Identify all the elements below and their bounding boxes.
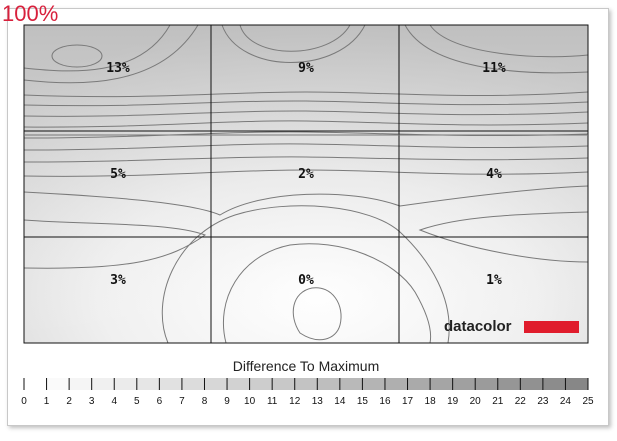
contour-line xyxy=(51,44,103,68)
legend-swatch xyxy=(497,378,521,390)
legend-tick-label: 12 xyxy=(289,396,301,407)
legend-tick-label: 17 xyxy=(402,396,414,407)
contour-line xyxy=(23,24,171,72)
contour-line xyxy=(23,91,589,98)
heatmap-grid xyxy=(23,24,589,344)
legend-swatch xyxy=(565,378,588,390)
legend-tick-label: 13 xyxy=(312,396,324,407)
cell-value-label: 3% xyxy=(110,273,126,288)
contour-line xyxy=(404,24,589,74)
legend-tick-label: 4 xyxy=(111,396,117,407)
cell-value-label: 11% xyxy=(482,61,506,76)
legend-tick-label: 22 xyxy=(515,396,527,407)
legend-tick-label: 24 xyxy=(560,396,572,407)
legend-swatch xyxy=(430,378,453,390)
contour-line xyxy=(161,205,450,344)
grid-border xyxy=(23,24,589,344)
legend-tick-label: 18 xyxy=(425,396,437,407)
legend-tick-label: 21 xyxy=(492,396,504,407)
legend-tick-label: 6 xyxy=(157,396,163,407)
contour-line xyxy=(23,143,589,151)
legend-swatch xyxy=(249,378,273,390)
contour-line xyxy=(239,24,351,52)
zoom-level-label: 100% xyxy=(2,1,59,26)
brand-bar xyxy=(524,321,579,333)
legend-tick-label: 11 xyxy=(267,396,278,407)
legend-swatch xyxy=(46,378,70,390)
legend-swatch xyxy=(294,378,318,390)
legend-swatch xyxy=(204,378,228,390)
legend-tick-label: 2 xyxy=(66,396,72,407)
cell-value-label: 2% xyxy=(298,167,314,182)
legend-swatch xyxy=(159,378,182,390)
legend-tick-label: 10 xyxy=(244,396,256,407)
legend-swatch xyxy=(475,378,498,390)
contour-line xyxy=(23,185,589,216)
contour-line xyxy=(418,211,589,263)
legend-swatch xyxy=(384,378,408,390)
legend-title: Difference To Maximum xyxy=(233,358,380,374)
legend-tick-label: 5 xyxy=(134,396,140,407)
legend-swatch xyxy=(181,378,205,390)
cell-value-label: 5% xyxy=(110,167,126,182)
contour-line xyxy=(221,24,366,63)
legend-swatch xyxy=(136,378,160,390)
legend-tick-label: 1 xyxy=(44,396,50,407)
legend-tick-label: 25 xyxy=(582,396,594,407)
legend-tick-label: 8 xyxy=(202,396,208,407)
datacolor-logo: datacolor xyxy=(444,318,579,335)
legend-tick-label: 3 xyxy=(89,396,95,407)
contour-line xyxy=(23,120,589,128)
legend-tick-label: 16 xyxy=(379,396,391,407)
legend-tick-label: 15 xyxy=(357,396,369,407)
legend-swatch xyxy=(407,378,431,390)
legend-swatch xyxy=(69,378,92,390)
legend-swatch xyxy=(452,378,476,390)
cell-value-labels: 13% 9% 11% 5% 2% 4% 3% 0% 1% xyxy=(106,61,506,288)
contour-line xyxy=(23,156,589,163)
legend-tick-label: 14 xyxy=(334,396,346,407)
legend-scale: 0 1 2 3 4 5 6 7 8 9 10 11 12 13 14 15 16 17 18 19 20 21 22 23 24… xyxy=(21,378,594,407)
contour-line xyxy=(23,24,199,84)
legend-tick-label: 23 xyxy=(537,396,549,407)
cell-value-label: 13% xyxy=(106,61,130,76)
contour-lines xyxy=(23,24,589,344)
contour-line xyxy=(23,169,589,177)
cell-value-label: 0% xyxy=(298,273,314,288)
contour-line xyxy=(292,287,342,341)
legend-swatch xyxy=(317,378,340,390)
cell-value-label: 9% xyxy=(298,61,314,76)
legend-swatch xyxy=(227,378,250,390)
brand-text: datacolor xyxy=(444,318,512,335)
legend-tick-label: 0 xyxy=(21,396,27,407)
legend-swatch xyxy=(339,378,363,390)
legend-tick-label: 20 xyxy=(470,396,482,407)
legend-tick-label: 19 xyxy=(447,396,459,407)
legend-swatch xyxy=(542,378,566,390)
cell-value-label: 1% xyxy=(486,273,502,288)
legend-swatch xyxy=(91,378,115,390)
legend-tick-label: 9 xyxy=(224,396,230,407)
contour-line xyxy=(23,110,589,117)
legend-swatch xyxy=(114,378,137,390)
legend-swatch xyxy=(520,378,543,390)
contour-line xyxy=(23,100,589,107)
legend-swatch xyxy=(362,378,385,390)
contour-line xyxy=(23,219,207,269)
contour-line xyxy=(222,243,432,344)
contour-line xyxy=(429,24,589,58)
heatmap-plot: 13% 9% 11% 5% 2% 4% 3% 0% 1% datacolor xyxy=(23,24,589,344)
legend-tick-label: 7 xyxy=(179,396,185,407)
legend-swatch xyxy=(24,378,47,390)
legend-swatch xyxy=(272,378,295,390)
cell-value-label: 4% xyxy=(486,167,502,182)
